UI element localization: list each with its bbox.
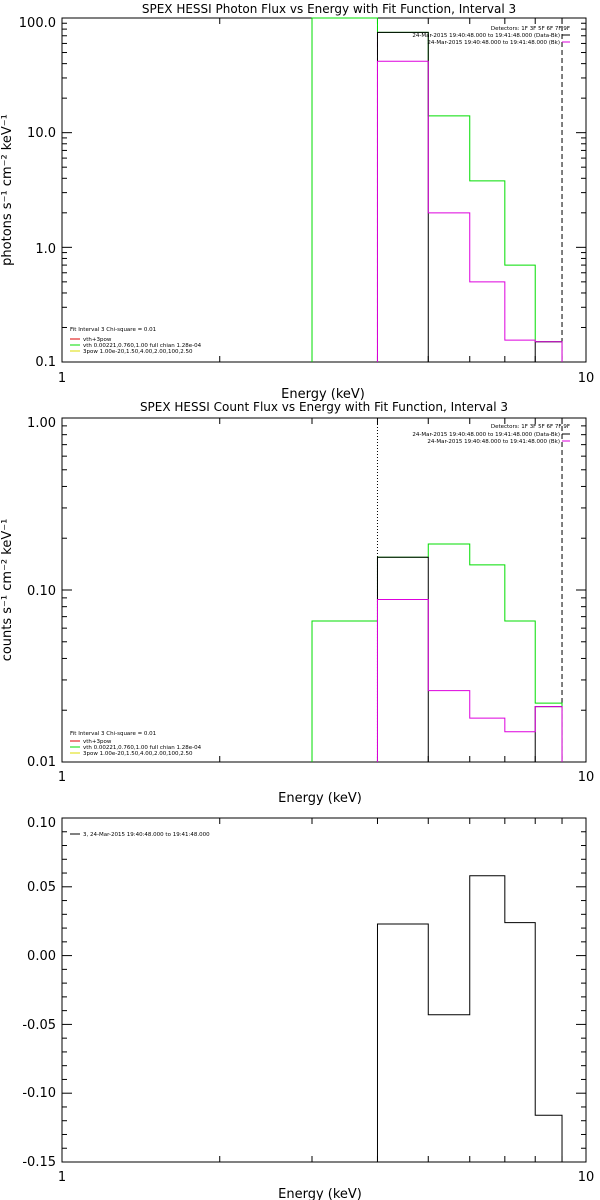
panel3-ytick-neg0.15: -0.15 [22, 1155, 56, 1170]
panel1-fit-info: Fit Interval 3 Chi-square = 0.01 vth+3po… [70, 327, 202, 355]
panel2-fit-line-3: 3pow 1.00e-20,1.50,4.00,2.00,100,2.50 [83, 751, 193, 757]
panel2-info-detectors: Detectors: 1F 3F 5F 6F 7F 9F [491, 424, 570, 430]
panel3-series [376, 875, 563, 1162]
panel3-ytick-neg0.10: -0.10 [22, 1086, 56, 1101]
panel3-legend-label: 3, 24-Mar-2015 19:40:48.000 to 19:41:48.… [83, 832, 210, 838]
panel3-ticks [62, 818, 586, 1162]
panel3-ytick-0.05: 0.05 [27, 880, 56, 895]
panel1-ytick-0.1: 0.1 [35, 355, 56, 370]
panel1-series-data-bk [534, 341, 563, 362]
panel1-series [311, 17, 563, 362]
panel2-ytick-0.01: 0.01 [27, 755, 56, 770]
panel1-fit-line-2: vth 0.00221,0.760,1.00 full chian 1.28e-… [83, 343, 202, 349]
panel1-fit-line-3: 3pow 1.00e-20,1.50,4.00,2.00,100,2.50 [83, 349, 193, 355]
panel2-detector-info: Detectors: 1F 3F 5F 6F 7F 9F 24-Mar-2015… [412, 424, 570, 445]
panel1-vlines [376, 18, 563, 362]
panel2-ticks [62, 418, 586, 762]
panel3-ytick-0.00: 0.00 [27, 949, 56, 964]
panel1-ytick-10.0: 10.0 [27, 126, 56, 141]
panel2-info-databk: 24-Mar-2015 19:40:48.000 to 19:41:48.000… [412, 432, 560, 438]
panel2-series-data-bk [376, 556, 429, 762]
panel2-series-bk [376, 599, 563, 762]
panel3-legend: 3, 24-Mar-2015 19:40:48.000 to 19:41:48.… [70, 832, 210, 838]
panel1-series-data-bk [376, 31, 429, 362]
panel2-fit-line-1: vth+3pow [83, 739, 112, 745]
panel2-frame [61, 417, 587, 763]
panel1-fit-line-0: Fit Interval 3 Chi-square = 0.01 [70, 327, 156, 333]
panel2-fit-info: Fit Interval 3 Chi-square = 0.01 vth+3po… [70, 731, 202, 757]
panel1-info-detectors: Detectors: 1F 3F 5F 6F 7F 9F [491, 26, 570, 32]
panel2-xtick-1: 1 [58, 770, 66, 785]
panel1-title: SPEX HESSI Photon Flux vs Energy with Fi… [142, 2, 516, 16]
panel1-frame [61, 17, 587, 363]
panel2-fit-line-0: Fit Interval 3 Chi-square = 0.01 [70, 731, 156, 737]
panel1-series-vth [311, 17, 563, 362]
panel2-xlabel: Energy (keV) [278, 791, 362, 806]
panel1-xlabel: Energy (keV) [281, 387, 365, 402]
panel2-xtick-10: 10 [578, 770, 595, 785]
panel3-ytick-0.10: 0.10 [27, 816, 56, 831]
panel2-series-data-bk [534, 706, 563, 762]
panel2-fit-line-2: vth 0.00221,0.760,1.00 full chian 1.28e-… [83, 745, 202, 751]
panel3-frame [61, 817, 587, 1163]
panel2-ylabel: counts s⁻¹ cm⁻² keV⁻¹ [0, 519, 15, 662]
panel2-series [311, 543, 563, 762]
panel1-info-databk: 24-Mar-2015 19:40:48.000 to 19:41:48.000… [412, 33, 560, 39]
panel1-ytick-1.0: 1.0 [35, 242, 56, 257]
panel2-ytick-0.10: 0.10 [27, 584, 56, 599]
panel1-fit-line-1: vth+3pow [83, 337, 112, 343]
panel3-xtick-1: 1 [58, 1170, 66, 1185]
panel1-ylabel: photons s⁻¹ cm⁻² keV⁻¹ [0, 114, 15, 266]
panel3-xlabel: Energy (keV) [278, 1187, 362, 1200]
residuals-panel: -0.15 -0.10 -0.05 0.00 0.05 0.10 1 10 En… [22, 816, 594, 1200]
panel1-xtick-1: 1 [58, 371, 66, 386]
count-flux-panel: SPEX HESSI Count Flux vs Energy with Fit… [0, 400, 594, 806]
panel2-series-vth [311, 543, 563, 762]
panel2-title: SPEX HESSI Count Flux vs Energy with Fit… [140, 400, 508, 414]
panel3-xtick-10: 10 [578, 1170, 595, 1185]
panel1-series-bk [376, 60, 563, 362]
panel1-xtick-10: 10 [578, 371, 595, 386]
panel1-ytick-100.0: 100.0 [19, 16, 56, 31]
panel3-ytick-neg0.05: -0.05 [22, 1018, 56, 1033]
panel2-info-bk: 24-Mar-2015 19:40:48.000 to 19:41:48.000… [427, 439, 560, 445]
panel1-info-bk: 24-Mar-2015 19:40:48.000 to 19:41:48.000… [427, 40, 560, 46]
panel2-ytick-1.00: 1.00 [27, 416, 56, 431]
photon-flux-panel: SPEX HESSI Photon Flux vs Energy with Fi… [0, 2, 594, 402]
panel1-detector-info: Detectors: 1F 3F 5F 6F 7F 9F 24-Mar-2015… [412, 26, 570, 46]
panel3-series-3-24-mar-2015-19-40-48-000-to-19-41-48-000 [376, 875, 563, 1162]
panel1-ticks [62, 18, 586, 362]
